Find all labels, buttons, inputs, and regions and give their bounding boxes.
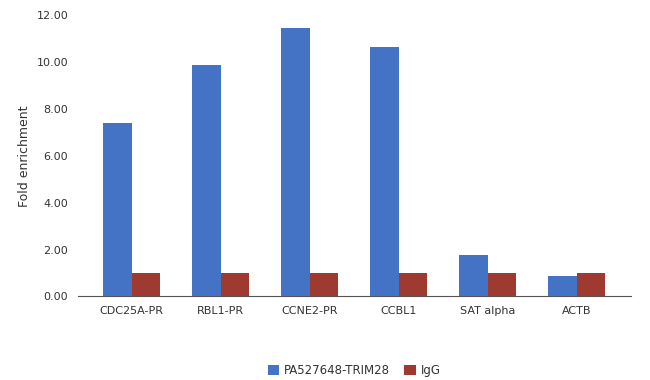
Bar [309, 273, 338, 296]
Bar [281, 28, 309, 296]
Bar [220, 273, 249, 296]
Bar [131, 273, 160, 296]
Bar [488, 273, 516, 296]
Bar [577, 273, 605, 296]
Bar [370, 47, 399, 296]
Bar [460, 255, 488, 296]
Bar [549, 276, 577, 296]
Legend: PA527648-TRIM28, IgG: PA527648-TRIM28, IgG [268, 364, 441, 377]
Y-axis label: Fold enrichment: Fold enrichment [18, 105, 31, 207]
Bar [103, 124, 131, 296]
Bar [192, 65, 220, 296]
Bar [399, 273, 427, 296]
